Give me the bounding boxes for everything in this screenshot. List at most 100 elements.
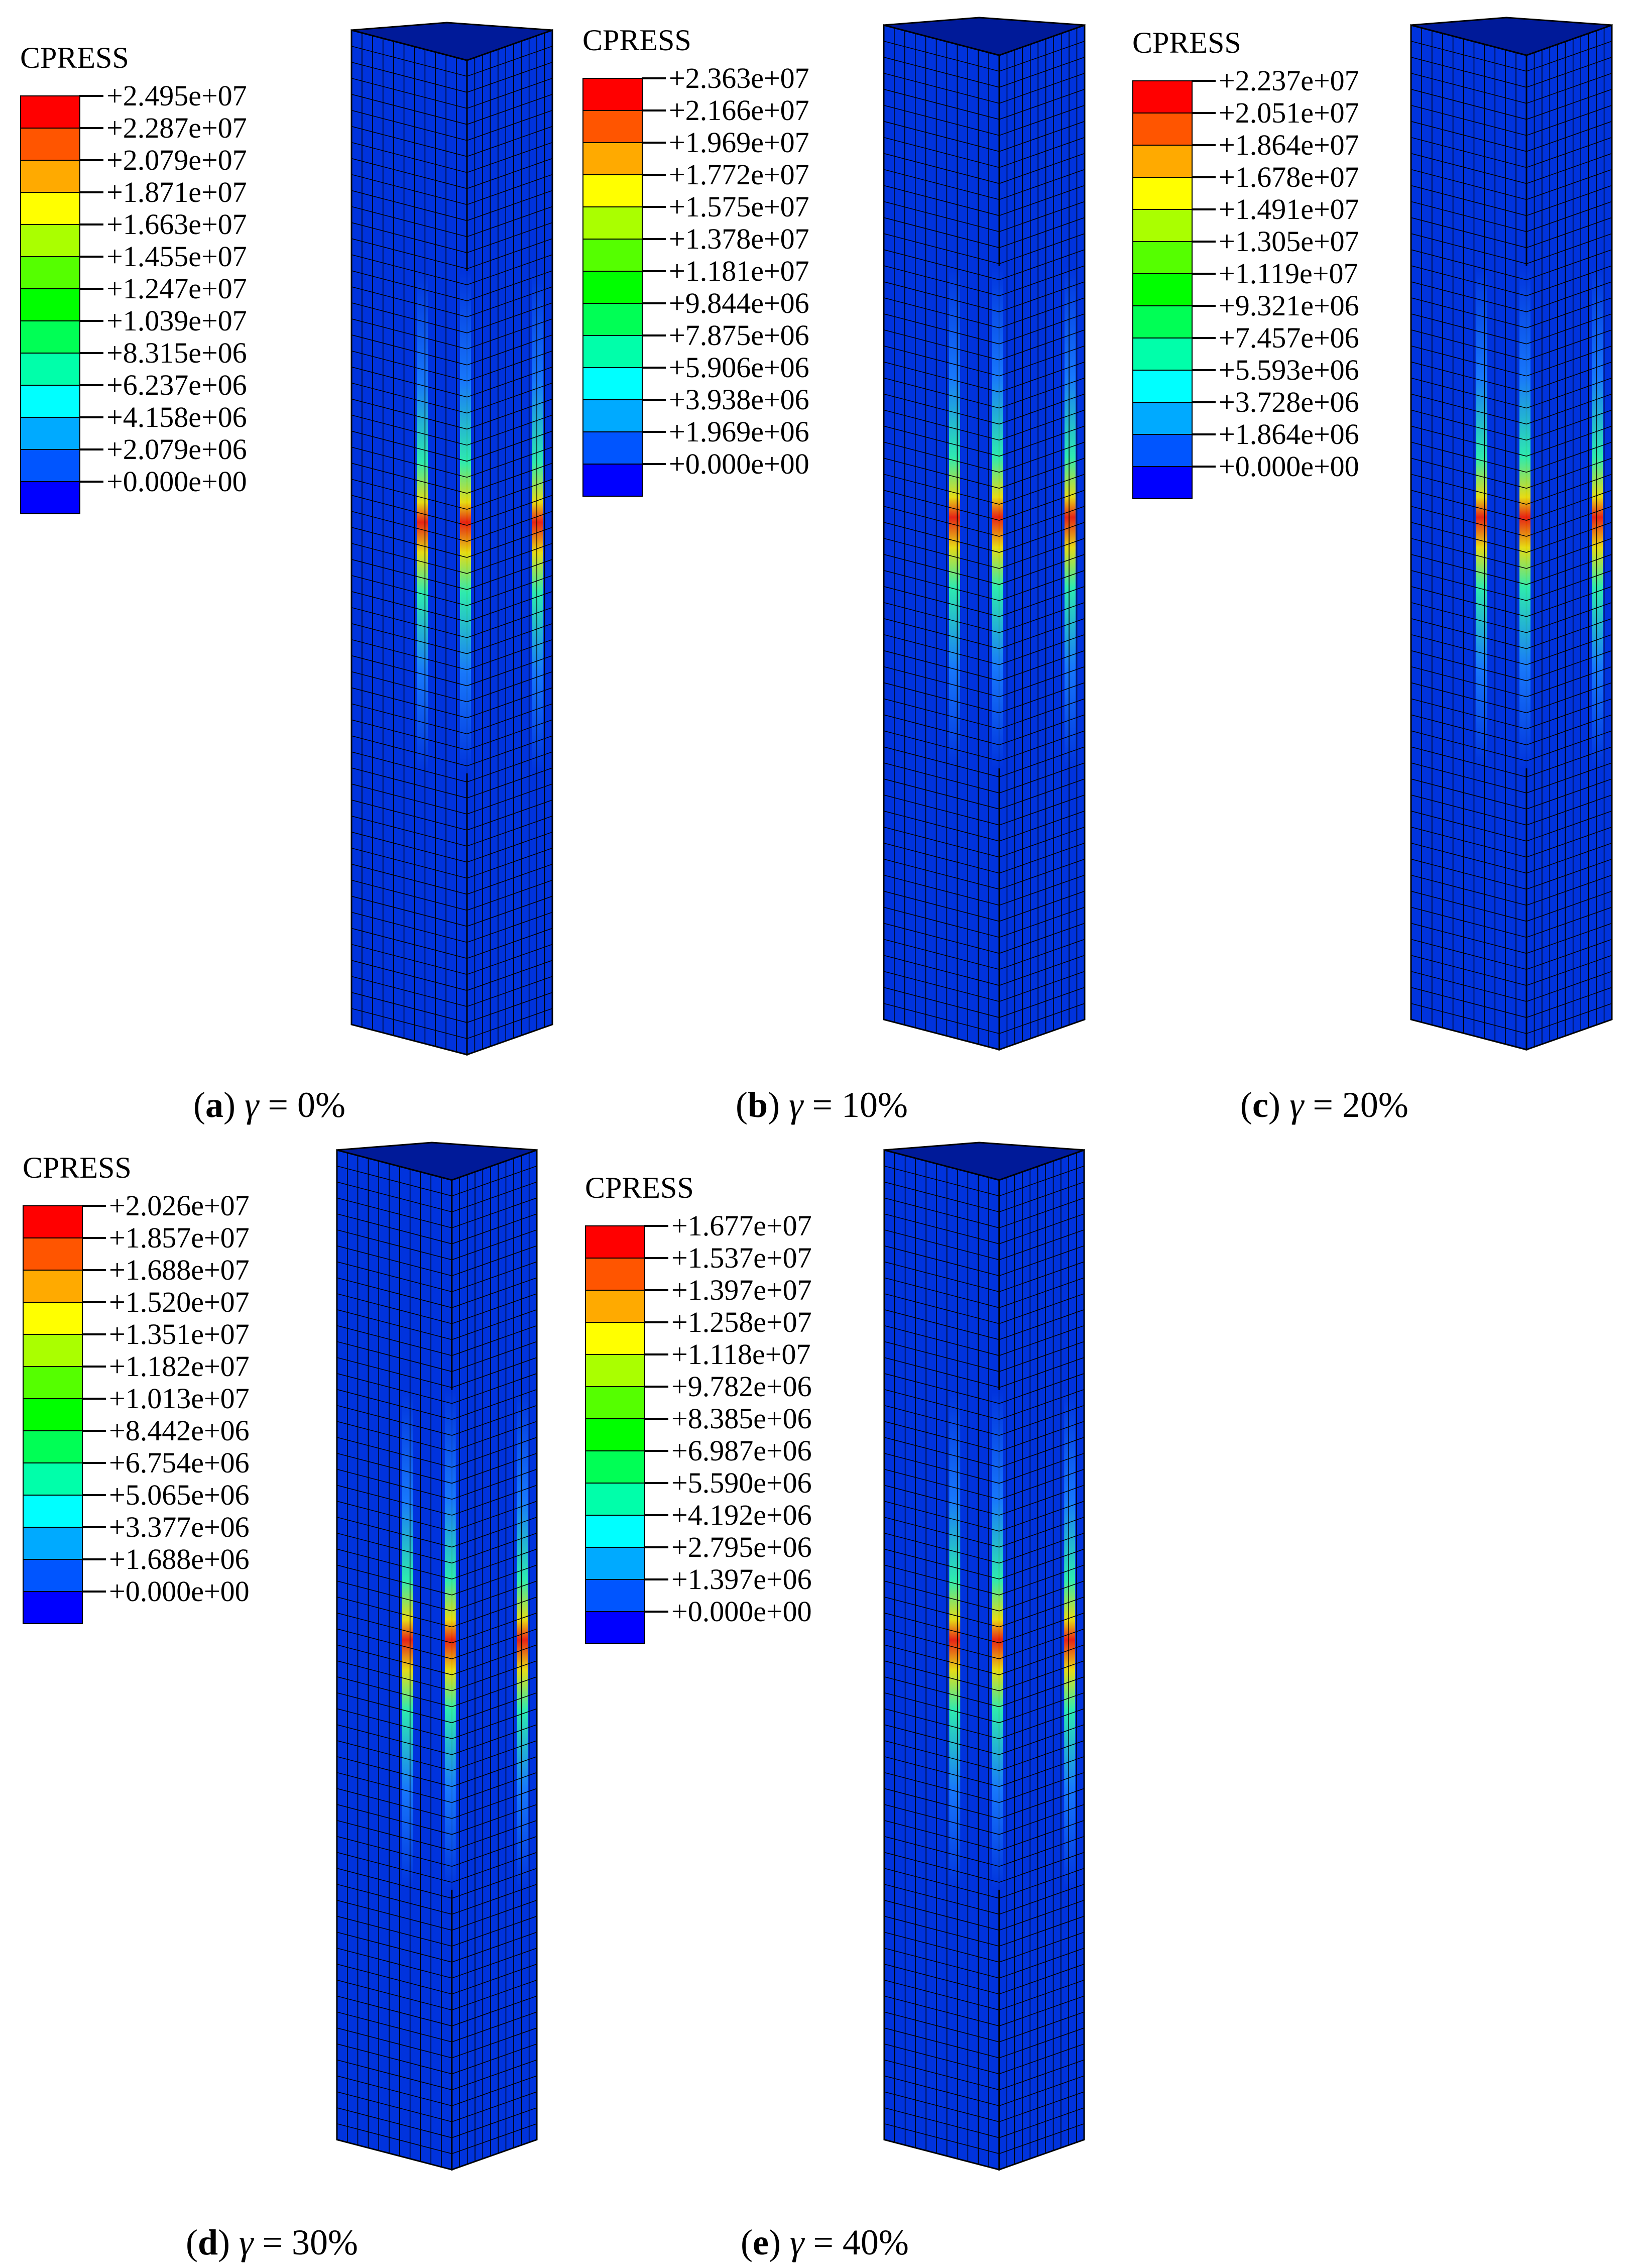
stress-band [992,266,1003,768]
stress-band [402,1390,413,1890]
legend-value-label: +1.663e+07 [106,208,247,241]
caption-letter: d [197,2222,218,2262]
caption-letter: e [752,2222,769,2262]
legend-value-label: +2.051e+07 [1219,96,1359,129]
legend-value-label: +0.000e+00 [671,1595,812,1628]
legend-color-swatch [585,1225,645,1259]
legend-tick [642,109,666,111]
legend-color-swatch [582,110,643,143]
legend-color-swatch [1132,209,1193,242]
legend-color-swatch [582,78,643,111]
legend-value-label: +1.182e+07 [109,1350,250,1383]
legend-value-label: +1.491e+07 [1219,193,1359,225]
stress-band [1476,266,1487,768]
stress-band [460,271,471,773]
legend-color-swatch [585,1418,645,1451]
legend-tick [644,1418,668,1420]
legend-color-swatch [20,256,80,289]
legend-value-label: +1.857e+07 [109,1221,250,1254]
legend-color-swatch [23,1495,83,1528]
legend-color-swatch [582,174,643,207]
legend-tick [642,77,666,79]
legend-value-label: +8.385e+06 [671,1402,812,1435]
legend-tick [82,1591,106,1593]
legend-tick [644,1450,668,1452]
legend-color-swatch [23,1527,83,1560]
legend-tick [79,159,103,161]
legend-value-label: +0.000e+00 [669,447,809,480]
legend-tick [1192,208,1216,210]
figure-caption: (a) γ = 0% [193,1085,345,1125]
legend-tick [82,1269,106,1271]
figure-caption: (e) γ = 40% [741,2222,909,2262]
legend-value-label: +1.969e+06 [669,415,809,448]
legend-value-label: +9.844e+06 [669,287,809,319]
caption-value: = 20% [1304,1085,1408,1125]
legend-color-swatch [585,1354,645,1387]
legend-color-swatch [1132,80,1193,114]
legend-title: CPRESS [582,24,691,57]
legend-value-label: +1.119e+07 [1219,257,1358,290]
legend-value-label: +7.457e+06 [1219,321,1359,354]
legend-color-swatch [585,1515,645,1548]
stress-band [444,1390,456,1890]
mesh-grid [351,33,553,1052]
legend-tick [642,206,666,208]
legend-value-label: +1.013e+07 [109,1382,250,1415]
legend-tick [644,1482,668,1484]
legend-color-swatch [20,224,80,257]
legend-tick [644,1546,668,1548]
legend-value-label: +5.065e+06 [109,1479,250,1511]
legend-value-label: +1.520e+07 [109,1286,250,1318]
legend-color-swatch [585,1547,645,1580]
legend-color-swatch [20,481,80,514]
legend-tick [79,481,103,483]
legend-value-label: +1.772e+07 [669,158,809,191]
legend-color-swatch [20,288,80,321]
legend-color-swatch [1132,305,1193,338]
legend-tick [642,334,666,336]
legend-tick [642,302,666,304]
legend-color-swatch [582,142,643,175]
legend-tick [82,1558,106,1560]
legend-color-swatch [20,160,80,193]
top-face [1410,17,1612,56]
legend-tick [1192,112,1216,114]
legend: CPRESS +1.677e+07 +1.537e+07 +1.397e+07 +1.… [585,1170,866,1644]
legend: CPRESS +2.237e+07 +2.051e+07 +1.864e+07 +1.… [1132,25,1414,499]
legend-color-swatch [585,1290,645,1323]
legend: CPRESS +2.363e+07 +2.166e+07 +1.969e+07 +1.… [582,23,864,497]
mesh-grid [1410,28,1612,1047]
legend-tick [79,416,103,418]
legend-value-label: +1.397e+07 [671,1274,812,1306]
legend-value-label: +1.118e+07 [671,1338,811,1371]
legend-value-label: +4.192e+06 [671,1499,812,1531]
legend-color-swatch [585,1483,645,1516]
legend-tick [1192,80,1216,82]
legend-tick [644,1257,668,1259]
figure-caption: (d) γ = 30% [186,2222,358,2262]
legend-color-swatch [23,1270,83,1303]
stress-band [949,1390,961,1890]
legend-tick [644,1611,668,1613]
legend-value-label: +1.305e+07 [1219,225,1359,258]
legend-title: CPRESS [23,1151,132,1184]
legend-value-label: +1.258e+07 [671,1306,812,1338]
stress-band [1064,1390,1076,1890]
caption-letter: c [1252,1085,1268,1125]
legend-color-swatch [1132,402,1193,435]
legend-color-swatch [1132,145,1193,178]
legend-color-swatch [1132,370,1193,403]
legend-tick [82,1301,106,1303]
legend-color-swatch [20,385,80,418]
legend-value-label: +9.321e+06 [1219,289,1359,322]
legend-color-swatch [20,449,80,482]
legend-tick [644,1321,668,1323]
gamma-symbol: γ [244,1085,259,1125]
legend-value-label: +1.678e+07 [1219,161,1359,193]
legend-color-swatch [1132,241,1193,274]
column-contour-plot [350,22,553,1056]
legend-color-swatch [1132,112,1193,146]
legend-value-label: +1.039e+07 [106,304,247,337]
panel-e: CPRESS +1.677e+07 +1.537e+07 +1.397e+07 +1.… [562,1135,1112,2265]
